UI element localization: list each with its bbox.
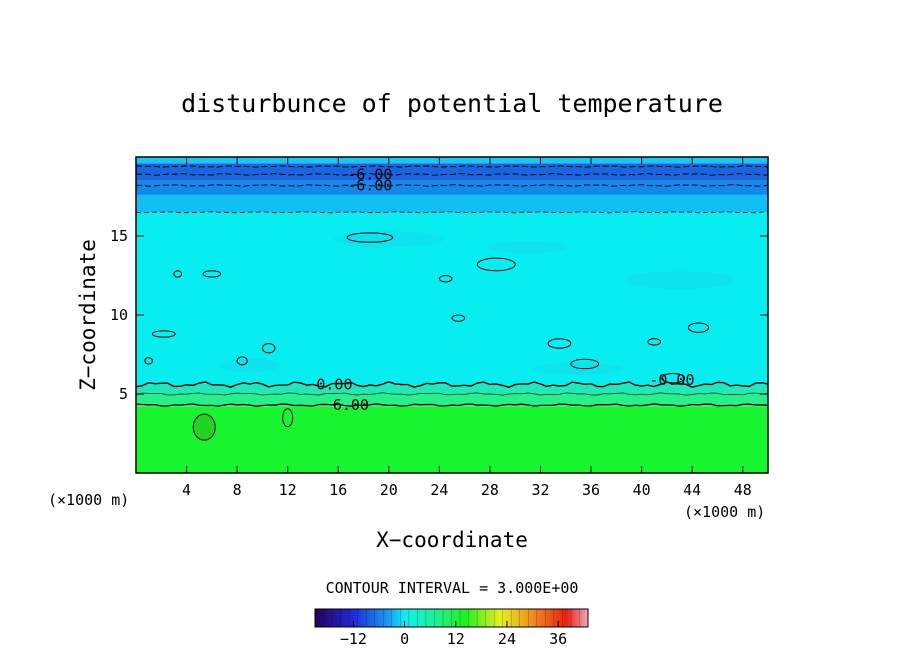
x-tick-label-4: 20 (380, 481, 398, 499)
contour-blob-3 (202, 270, 222, 278)
contour-interval-label: CONTOUR INTERVAL = 3.000E+00 (326, 579, 579, 597)
contour-blob-12 (661, 373, 686, 384)
contour-blob-1 (476, 257, 516, 272)
x-unit-left: (×1000 m) (48, 491, 129, 509)
field-band-0 (136, 406, 768, 473)
contour-blob-2 (438, 274, 453, 283)
x-unit-right: (×1000 m) (684, 503, 765, 521)
x-tick-label-10: 44 (683, 481, 701, 499)
contour-blob-14 (144, 357, 153, 365)
contour-dashed-1 (136, 172, 768, 176)
contour-blob-10 (451, 314, 466, 322)
contour-label-1: -6.00 (347, 176, 392, 194)
field-patch-1 (487, 241, 568, 254)
y-tick-label-0: 5 (119, 385, 128, 403)
x-tick-label-9: 40 (633, 481, 651, 499)
contour-label-3: -0.00 (649, 371, 694, 389)
x-tick-label-1: 8 (233, 481, 242, 499)
x-tick-label-11: 48 (734, 481, 752, 499)
contour-blob-4 (151, 330, 176, 338)
contour-label-0: -6.00 (347, 165, 392, 183)
x-tick-label-8: 36 (582, 481, 600, 499)
contour-dashed-3 (136, 211, 768, 214)
field-patch-3 (219, 358, 280, 373)
contour-blob-13 (173, 270, 183, 278)
x-axis-label: X−coordinate (376, 528, 528, 552)
y-tick-label-1: 10 (110, 306, 128, 324)
field-patch-0 (333, 231, 444, 248)
contour-dashed-top (136, 165, 768, 168)
contour-lines (136, 165, 768, 441)
contour-blob-0 (346, 232, 394, 243)
contour-blob-6 (547, 338, 572, 349)
field-band-3 (136, 212, 768, 385)
contour-blob-8 (687, 322, 710, 333)
field-patch-4 (533, 362, 624, 375)
field-patch-2 (624, 271, 735, 290)
contour-label-4: 6.00 (333, 396, 369, 414)
x-tick-label-0: 4 (182, 481, 191, 499)
contour-three (136, 392, 768, 396)
contour-blob-11 (236, 356, 248, 366)
y-axis-label: Z−coordinate (76, 239, 100, 391)
colorbar-tick-label-3: 24 (498, 630, 516, 648)
chart-title: disturbunce of potential temperature (181, 89, 723, 118)
y-tick-label-2: 15 (110, 227, 128, 245)
contour-blob-low-2 (282, 408, 294, 428)
x-tick-label-3: 16 (329, 481, 347, 499)
field-band-7 (136, 157, 768, 164)
contour-blob-9 (647, 338, 662, 346)
x-axis-ticks: 4 8 12 16 20 24 28 32 36 40 44 48 (182, 157, 752, 499)
field-band-6 (136, 163, 768, 181)
contour-blob-low-1 (192, 413, 216, 441)
field-band-4 (136, 194, 768, 213)
field-band-2 (136, 384, 768, 394)
contour-six (136, 403, 768, 407)
field-band-1 (136, 394, 768, 407)
x-tick-label-5: 24 (430, 481, 448, 499)
field-bands (136, 157, 768, 473)
x-tick-label-6: 28 (481, 481, 499, 499)
colorbar-tick-label-0: −12 (340, 630, 367, 648)
contour-blob-5 (261, 342, 276, 354)
colorbar-tick-label-1: 0 (400, 630, 409, 648)
contour-blob-7 (570, 358, 600, 370)
y-axis-ticks: 5 10 15 (110, 227, 768, 403)
contour-zero (136, 381, 768, 389)
contour-label-2: 0.00 (316, 376, 352, 394)
x-tick-label-2: 12 (279, 481, 297, 499)
contour-labels: -6.00-6.00 0.00 -0.00 6.00 (316, 165, 694, 414)
colorbar-tick-label-4: 36 (549, 630, 567, 648)
colorbar-ticks: −12 0 12 24 36 (314, 609, 589, 648)
x-tick-label-7: 32 (531, 481, 549, 499)
colorbar-tick-label-2: 12 (447, 630, 465, 648)
contour-dashed-2 (136, 183, 768, 187)
field-band-5 (136, 180, 768, 195)
